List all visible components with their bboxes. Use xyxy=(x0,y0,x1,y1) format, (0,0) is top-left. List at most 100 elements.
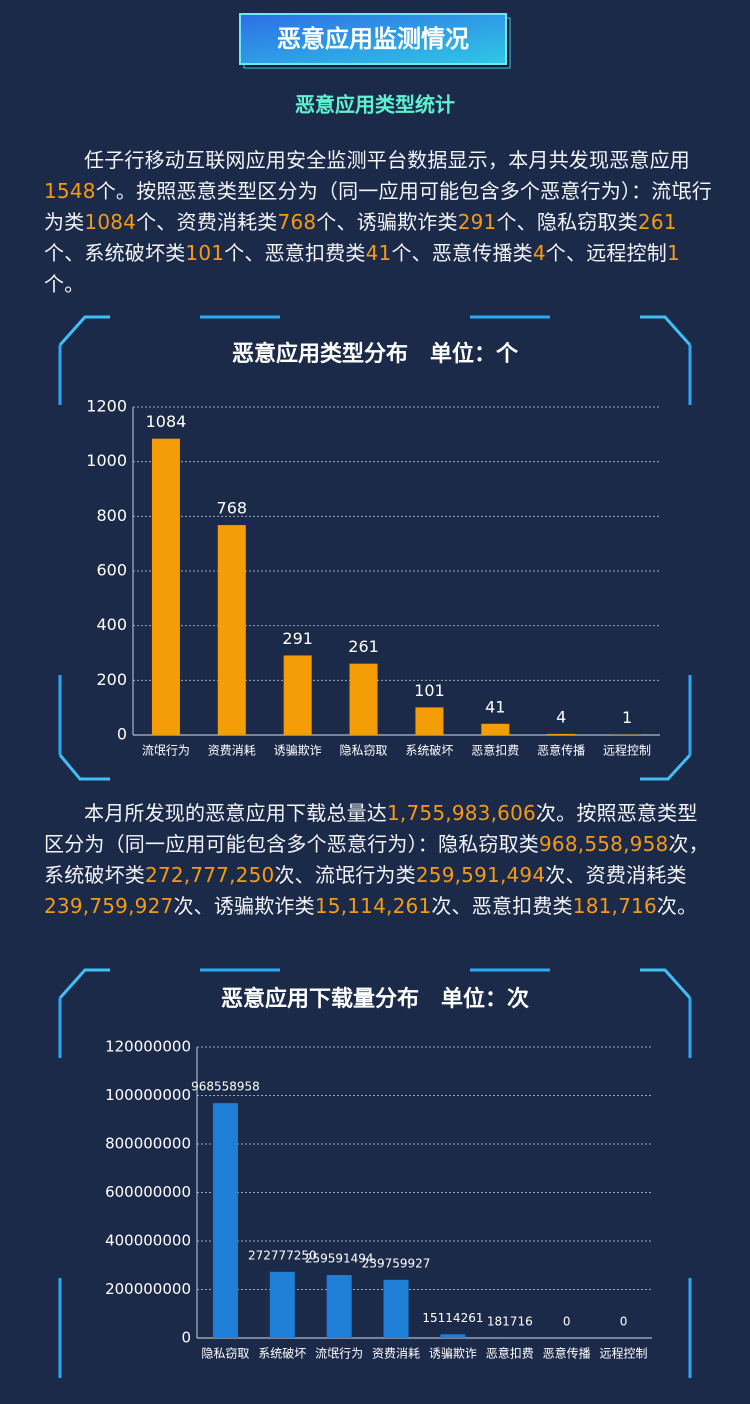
highlight-number: 968,558,958 xyxy=(539,832,669,856)
value-label: 291 xyxy=(282,629,313,648)
y-tick-label: 600000000 xyxy=(105,1183,191,1201)
panel-frame xyxy=(58,968,692,1378)
y-tick-label: 400000000 xyxy=(105,1232,191,1250)
bar xyxy=(217,525,246,735)
bar xyxy=(212,1103,238,1338)
title-box xyxy=(239,13,507,65)
value-label: 4 xyxy=(556,707,566,726)
highlight-number: 768 xyxy=(277,210,317,234)
text-run: 个、系统破坏类 xyxy=(44,241,186,265)
highlight-number: 41 xyxy=(365,241,392,265)
text-run: 个。 xyxy=(44,272,85,296)
value-label: 272777250 xyxy=(248,1248,317,1262)
y-tick-label: 0 xyxy=(181,1329,191,1347)
highlight-number: 101 xyxy=(185,241,225,265)
y-tick-label: 600 xyxy=(96,561,127,580)
value-label: 259591494 xyxy=(305,1252,374,1266)
x-tick-label: 诱骗欺诈 xyxy=(274,743,322,758)
text-run: 个、诱骗欺诈类 xyxy=(316,210,458,234)
y-tick-label: 0 xyxy=(117,725,127,744)
value-label: 1084 xyxy=(146,412,187,431)
text-run: 任子行移动互联网应用安全监测平台数据显示，本月共发现恶意应用 xyxy=(84,148,690,172)
x-tick-label: 诱骗欺诈 xyxy=(429,1346,477,1361)
text-run: 个、恶意扣费类 xyxy=(224,241,366,265)
x-tick-label: 资费消耗 xyxy=(372,1347,420,1361)
header: 恶意应用监测情况 恶意应用类型统计 xyxy=(0,13,750,117)
paragraph: 本月所发现的恶意应用下载总量达1,755,983,606次。按照恶意类型区分为（… xyxy=(44,798,714,922)
y-tick-label: 100000000 xyxy=(105,1086,191,1104)
bar xyxy=(326,1275,352,1338)
value-label: 768 xyxy=(217,499,248,518)
text-run: 个、恶意传播类 xyxy=(391,241,533,265)
text-run: 个、远程控制 xyxy=(545,241,667,265)
x-tick-label: 流氓行为 xyxy=(142,744,190,758)
highlight-number: 1084 xyxy=(84,210,137,234)
highlight-number: 239,759,927 xyxy=(44,894,174,918)
paragraph: 任子行移动互联网应用安全监测平台数据显示，本月共发现恶意应用 1548个。按照恶意… xyxy=(44,145,714,300)
y-tick-label: 1000 xyxy=(86,451,127,470)
highlight-number: 1 xyxy=(667,241,680,265)
bar xyxy=(151,438,180,735)
x-tick-label: 系统破坏 xyxy=(405,743,453,758)
bar xyxy=(481,723,510,735)
bar xyxy=(415,707,444,735)
highlight-number: 1548 xyxy=(44,179,96,203)
panel-frame xyxy=(58,315,692,781)
text-run: 次、资费消耗类 xyxy=(545,863,687,887)
x-tick-label: 系统破坏 xyxy=(258,1346,306,1361)
x-tick-label: 恶意传播 xyxy=(543,1346,591,1361)
x-tick-label: 流氓行为 xyxy=(315,1347,363,1361)
value-label: 101 xyxy=(414,681,445,700)
y-tick-label: 800 xyxy=(96,506,127,525)
text-run: 个、资费消耗类 xyxy=(136,210,278,234)
value-label: 239759927 xyxy=(362,1256,431,1270)
page-title: 恶意应用监测情况 xyxy=(277,25,469,53)
bar xyxy=(440,1334,466,1338)
x-tick-label: 远程控制 xyxy=(603,743,651,758)
y-tick-label: 800000000 xyxy=(105,1135,191,1153)
text-run: 次。按照恶意类型区分为（同一应用可能包含多个恶意行为）：隐私窃取类 xyxy=(44,801,698,856)
value-label: 0 xyxy=(563,1315,571,1329)
value-label: 15114261 xyxy=(422,1311,483,1325)
value-label: 41 xyxy=(485,697,505,716)
x-tick-label: 资费消耗 xyxy=(208,744,256,758)
chart: 恶意应用下载量分布 单位：次 0 200000000 400000000 6000000… xyxy=(58,968,692,1378)
x-tick-label: 远程控制 xyxy=(600,1346,648,1361)
highlight-number: 259,591,494 xyxy=(415,863,546,887)
text-run: 本月所发现的恶意应用下载总量达 xyxy=(84,801,387,825)
highlight-number: 1,755,983,606 xyxy=(387,801,536,825)
bar xyxy=(269,1271,295,1338)
x-tick-label: 恶意扣费 xyxy=(471,743,519,758)
chart: 恶意应用类型分布 单位：个 0 200 400 600 800 1000 1200 流氓行为 10… xyxy=(58,315,692,781)
y-tick-label: 400 xyxy=(96,615,127,634)
bar xyxy=(383,1279,409,1338)
chart-title: 恶意应用类型分布 单位：个 xyxy=(232,341,519,367)
x-tick-label: 隐私窃取 xyxy=(201,1346,249,1361)
y-tick-label: 200000000 xyxy=(105,1280,191,1298)
text-run: 个。按照恶意类型区分为（同一应用可能包含多个恶意行为）：流氓行为类 xyxy=(44,179,712,234)
bar xyxy=(547,733,576,735)
text-run: 次、流氓行为类 xyxy=(274,863,416,887)
value-label: 261 xyxy=(348,637,379,656)
highlight-number: 4 xyxy=(532,241,546,265)
highlight-number: 261 xyxy=(637,210,677,234)
highlight-number: 272,777,250 xyxy=(145,863,275,887)
highlight-number: 181,716 xyxy=(572,894,657,918)
x-tick-label: 恶意传播 xyxy=(537,743,585,758)
highlight-number: 291 xyxy=(457,210,497,234)
text-run: 次、诱骗欺诈类 xyxy=(173,894,315,918)
y-tick-label: 200 xyxy=(96,670,127,689)
bar xyxy=(283,655,312,735)
x-tick-label: 恶意扣费 xyxy=(486,1346,534,1361)
value-label: 1 xyxy=(622,708,632,727)
y-tick-label: 120000000 xyxy=(105,1038,191,1056)
x-tick-label: 隐私窃取 xyxy=(340,743,388,758)
value-label: 0 xyxy=(620,1315,628,1329)
text-run: 次，系统破坏类 xyxy=(44,832,709,887)
highlight-number: 15,114,261 xyxy=(314,894,432,918)
text-run: 个、隐私窃取类 xyxy=(496,210,638,234)
section-title: 恶意应用类型统计 xyxy=(295,93,455,117)
bar xyxy=(349,663,378,735)
value-label: 968558958 xyxy=(191,1080,260,1094)
